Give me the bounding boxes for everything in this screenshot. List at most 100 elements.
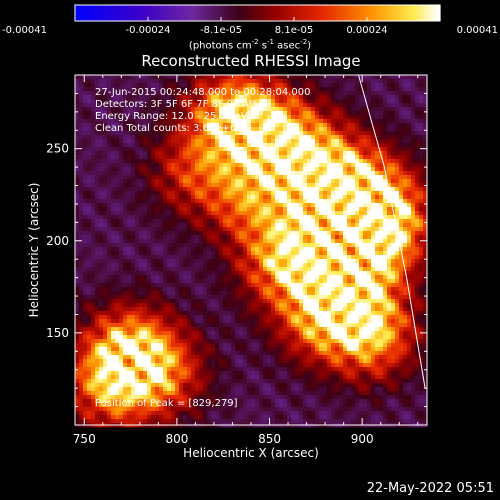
heatmap-pixel (211, 247, 216, 252)
heatmap-pixel (231, 267, 236, 272)
heatmap-pixel (143, 247, 148, 252)
heatmap-pixel (259, 187, 264, 192)
heatmap-pixel (211, 75, 216, 80)
heatmap-pixel (191, 127, 196, 132)
heatmap-pixel (175, 163, 180, 168)
heatmap-pixel (319, 207, 324, 212)
heatmap-pixel (103, 275, 108, 280)
heatmap-pixel (387, 255, 392, 260)
heatmap-pixel (359, 107, 364, 112)
heatmap-pixel (83, 179, 88, 184)
heatmap-pixel (411, 247, 416, 252)
heatmap-pixel (239, 207, 244, 212)
heatmap-pixel (223, 219, 228, 224)
heatmap-pixel (383, 107, 388, 112)
heatmap-pixel (99, 91, 104, 96)
heatmap-pixel (319, 251, 324, 256)
heatmap-pixel (223, 171, 228, 176)
heatmap-pixel (307, 211, 312, 216)
heatmap-pixel (95, 279, 100, 284)
heatmap-pixel (371, 115, 376, 120)
heatmap-pixel (367, 91, 372, 96)
heatmap-pixel (355, 235, 360, 240)
heatmap-pixel (215, 291, 220, 296)
colorbar-segment (409, 5, 414, 21)
heatmap-pixel (183, 183, 188, 188)
heatmap-pixel (123, 91, 128, 96)
heatmap-pixel (123, 199, 128, 204)
heatmap-pixel (299, 151, 304, 156)
heatmap-pixel (183, 195, 188, 200)
heatmap-pixel (379, 79, 384, 84)
heatmap-pixel (135, 203, 140, 208)
heatmap-pixel (355, 231, 360, 236)
heatmap-pixel (331, 211, 336, 216)
heatmap-pixel (251, 235, 256, 240)
heatmap-pixel (375, 83, 380, 88)
heatmap-pixel (375, 171, 380, 176)
heatmap-pixel (335, 239, 340, 244)
heatmap-pixel (147, 187, 152, 192)
heatmap-pixel (335, 247, 340, 252)
heatmap-pixel (423, 287, 428, 292)
heatmap-pixel (151, 239, 156, 244)
heatmap-pixel (335, 91, 340, 96)
heatmap-pixel (111, 163, 116, 168)
heatmap-pixel (323, 179, 328, 184)
heatmap-pixel (139, 163, 144, 168)
heatmap-pixel (127, 139, 132, 144)
heatmap-pixel (139, 95, 144, 100)
heatmap-pixel (391, 75, 396, 80)
heatmap-pixel (143, 123, 148, 128)
heatmap-pixel (235, 127, 240, 132)
heatmap-pixel (259, 215, 264, 220)
heatmap-pixel (255, 103, 260, 108)
heatmap-pixel (147, 147, 152, 152)
heatmap-pixel (279, 163, 284, 168)
heatmap-pixel (175, 275, 180, 280)
heatmap-pixel (199, 87, 204, 92)
heatmap-pixel (135, 115, 140, 120)
heatmap-pixel (131, 219, 136, 224)
heatmap-pixel (107, 271, 112, 276)
heatmap-pixel (371, 171, 376, 176)
heatmap-pixel (155, 215, 160, 220)
heatmap-pixel (119, 283, 124, 288)
heatmap-pixel (359, 167, 364, 172)
heatmap-pixel (151, 287, 156, 292)
heatmap-pixel (383, 263, 388, 268)
heatmap-pixel (199, 151, 204, 156)
heatmap-pixel (263, 103, 268, 108)
heatmap-pixel (139, 271, 144, 276)
heatmap-pixel (415, 171, 420, 176)
heatmap-pixel (367, 211, 372, 216)
heatmap-pixel (387, 119, 392, 124)
heatmap-pixel (247, 183, 252, 188)
heatmap-pixel (279, 159, 284, 164)
heatmap-pixel (163, 171, 168, 176)
heatmap-pixel (215, 135, 220, 140)
heatmap-pixel (247, 195, 252, 200)
heatmap-pixel (171, 167, 176, 172)
heatmap-pixel (307, 243, 312, 248)
heatmap-pixel (263, 207, 268, 212)
heatmap-pixel (407, 243, 412, 248)
heatmap-pixel (235, 211, 240, 216)
heatmap-pixel (215, 227, 220, 232)
heatmap-pixel (159, 195, 164, 200)
heatmap-pixel (403, 171, 408, 176)
heatmap-pixel (171, 139, 176, 144)
heatmap-pixel (95, 215, 100, 220)
heatmap-pixel (287, 103, 292, 108)
heatmap-pixel (99, 195, 104, 200)
heatmap-pixel (207, 139, 212, 144)
heatmap-pixel (211, 235, 216, 240)
heatmap-pixel (391, 227, 396, 232)
heatmap-pixel (195, 227, 200, 232)
heatmap-pixel (251, 191, 256, 196)
heatmap-pixel (291, 191, 296, 196)
heatmap-pixel (263, 291, 268, 296)
heatmap-pixel (163, 227, 168, 232)
heatmap-pixel (135, 291, 140, 296)
heatmap-pixel (171, 91, 176, 96)
